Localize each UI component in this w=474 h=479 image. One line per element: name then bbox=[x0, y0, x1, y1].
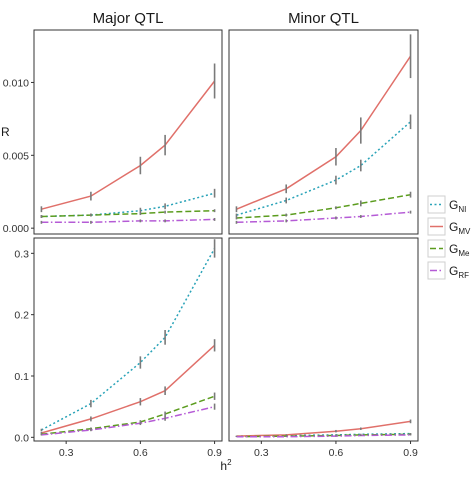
plot-panel: 0.3 0.6 0.9 bbox=[228, 237, 419, 459]
panel-border bbox=[33, 29, 223, 235]
legend-label-subscript: MV bbox=[458, 227, 471, 236]
legend-label: GMV bbox=[449, 220, 471, 236]
y-tick-label: 0.3 bbox=[14, 248, 29, 260]
legend-label-base: G bbox=[449, 220, 458, 234]
panel-marks bbox=[40, 239, 216, 436]
y-tick-label: 0.010 bbox=[3, 77, 29, 89]
plot-panel: 0.0 0.1 0.2 0.3 0.3 0.6 0.9 bbox=[14, 237, 223, 459]
panel-border bbox=[228, 237, 419, 442]
y-tick-label: 0.0 bbox=[14, 432, 29, 444]
panel-marks bbox=[40, 63, 216, 224]
series-line-ni bbox=[41, 248, 216, 431]
x-tick-label: 0.9 bbox=[207, 447, 222, 459]
legend-label-subscript: NI bbox=[458, 205, 466, 214]
panel-border bbox=[33, 237, 223, 442]
legend-label-subscript: Me bbox=[458, 249, 470, 258]
legend-label-base: G bbox=[449, 264, 458, 278]
legend-label-subscript: RF bbox=[458, 271, 469, 280]
y-tick-label: 0.005 bbox=[3, 150, 29, 162]
x-axis-title-superscript: 2 bbox=[227, 458, 232, 467]
legend-label-base: G bbox=[449, 198, 458, 212]
facet-strip-bg bbox=[34, 4, 222, 29]
x-tick-label: 0.6 bbox=[329, 447, 344, 459]
y-tick-label: 0.2 bbox=[14, 310, 29, 322]
legend-label: GRF bbox=[449, 264, 469, 280]
panel-marks bbox=[235, 34, 412, 224]
panel-marks bbox=[235, 419, 412, 438]
facet-strip-label: Major QTL bbox=[93, 10, 164, 27]
legend-key-box bbox=[427, 239, 446, 258]
facet-strip-bg bbox=[229, 4, 418, 29]
facet-strip-label: Minor QTL bbox=[288, 10, 359, 27]
x-axis-title: h2 bbox=[220, 458, 232, 473]
legend-label: GMe bbox=[449, 242, 470, 258]
plot-panel bbox=[228, 29, 419, 235]
x-tick-label: 0.3 bbox=[254, 447, 269, 459]
y-axis-title: R bbox=[1, 125, 10, 139]
panel-border bbox=[228, 29, 419, 235]
x-tick-label: 0.9 bbox=[403, 447, 418, 459]
plot-panel: 0.000 0.005 0.010 bbox=[3, 29, 223, 235]
y-tick-label: 0.000 bbox=[3, 223, 29, 235]
y-tick-label: 0.1 bbox=[14, 371, 29, 383]
x-axis-title-base: h bbox=[220, 459, 227, 473]
legend-label: GNI bbox=[449, 198, 466, 214]
x-tick-label: 0.3 bbox=[59, 447, 74, 459]
x-tick-label: 0.6 bbox=[133, 447, 148, 459]
legend-label-base: G bbox=[449, 242, 458, 256]
